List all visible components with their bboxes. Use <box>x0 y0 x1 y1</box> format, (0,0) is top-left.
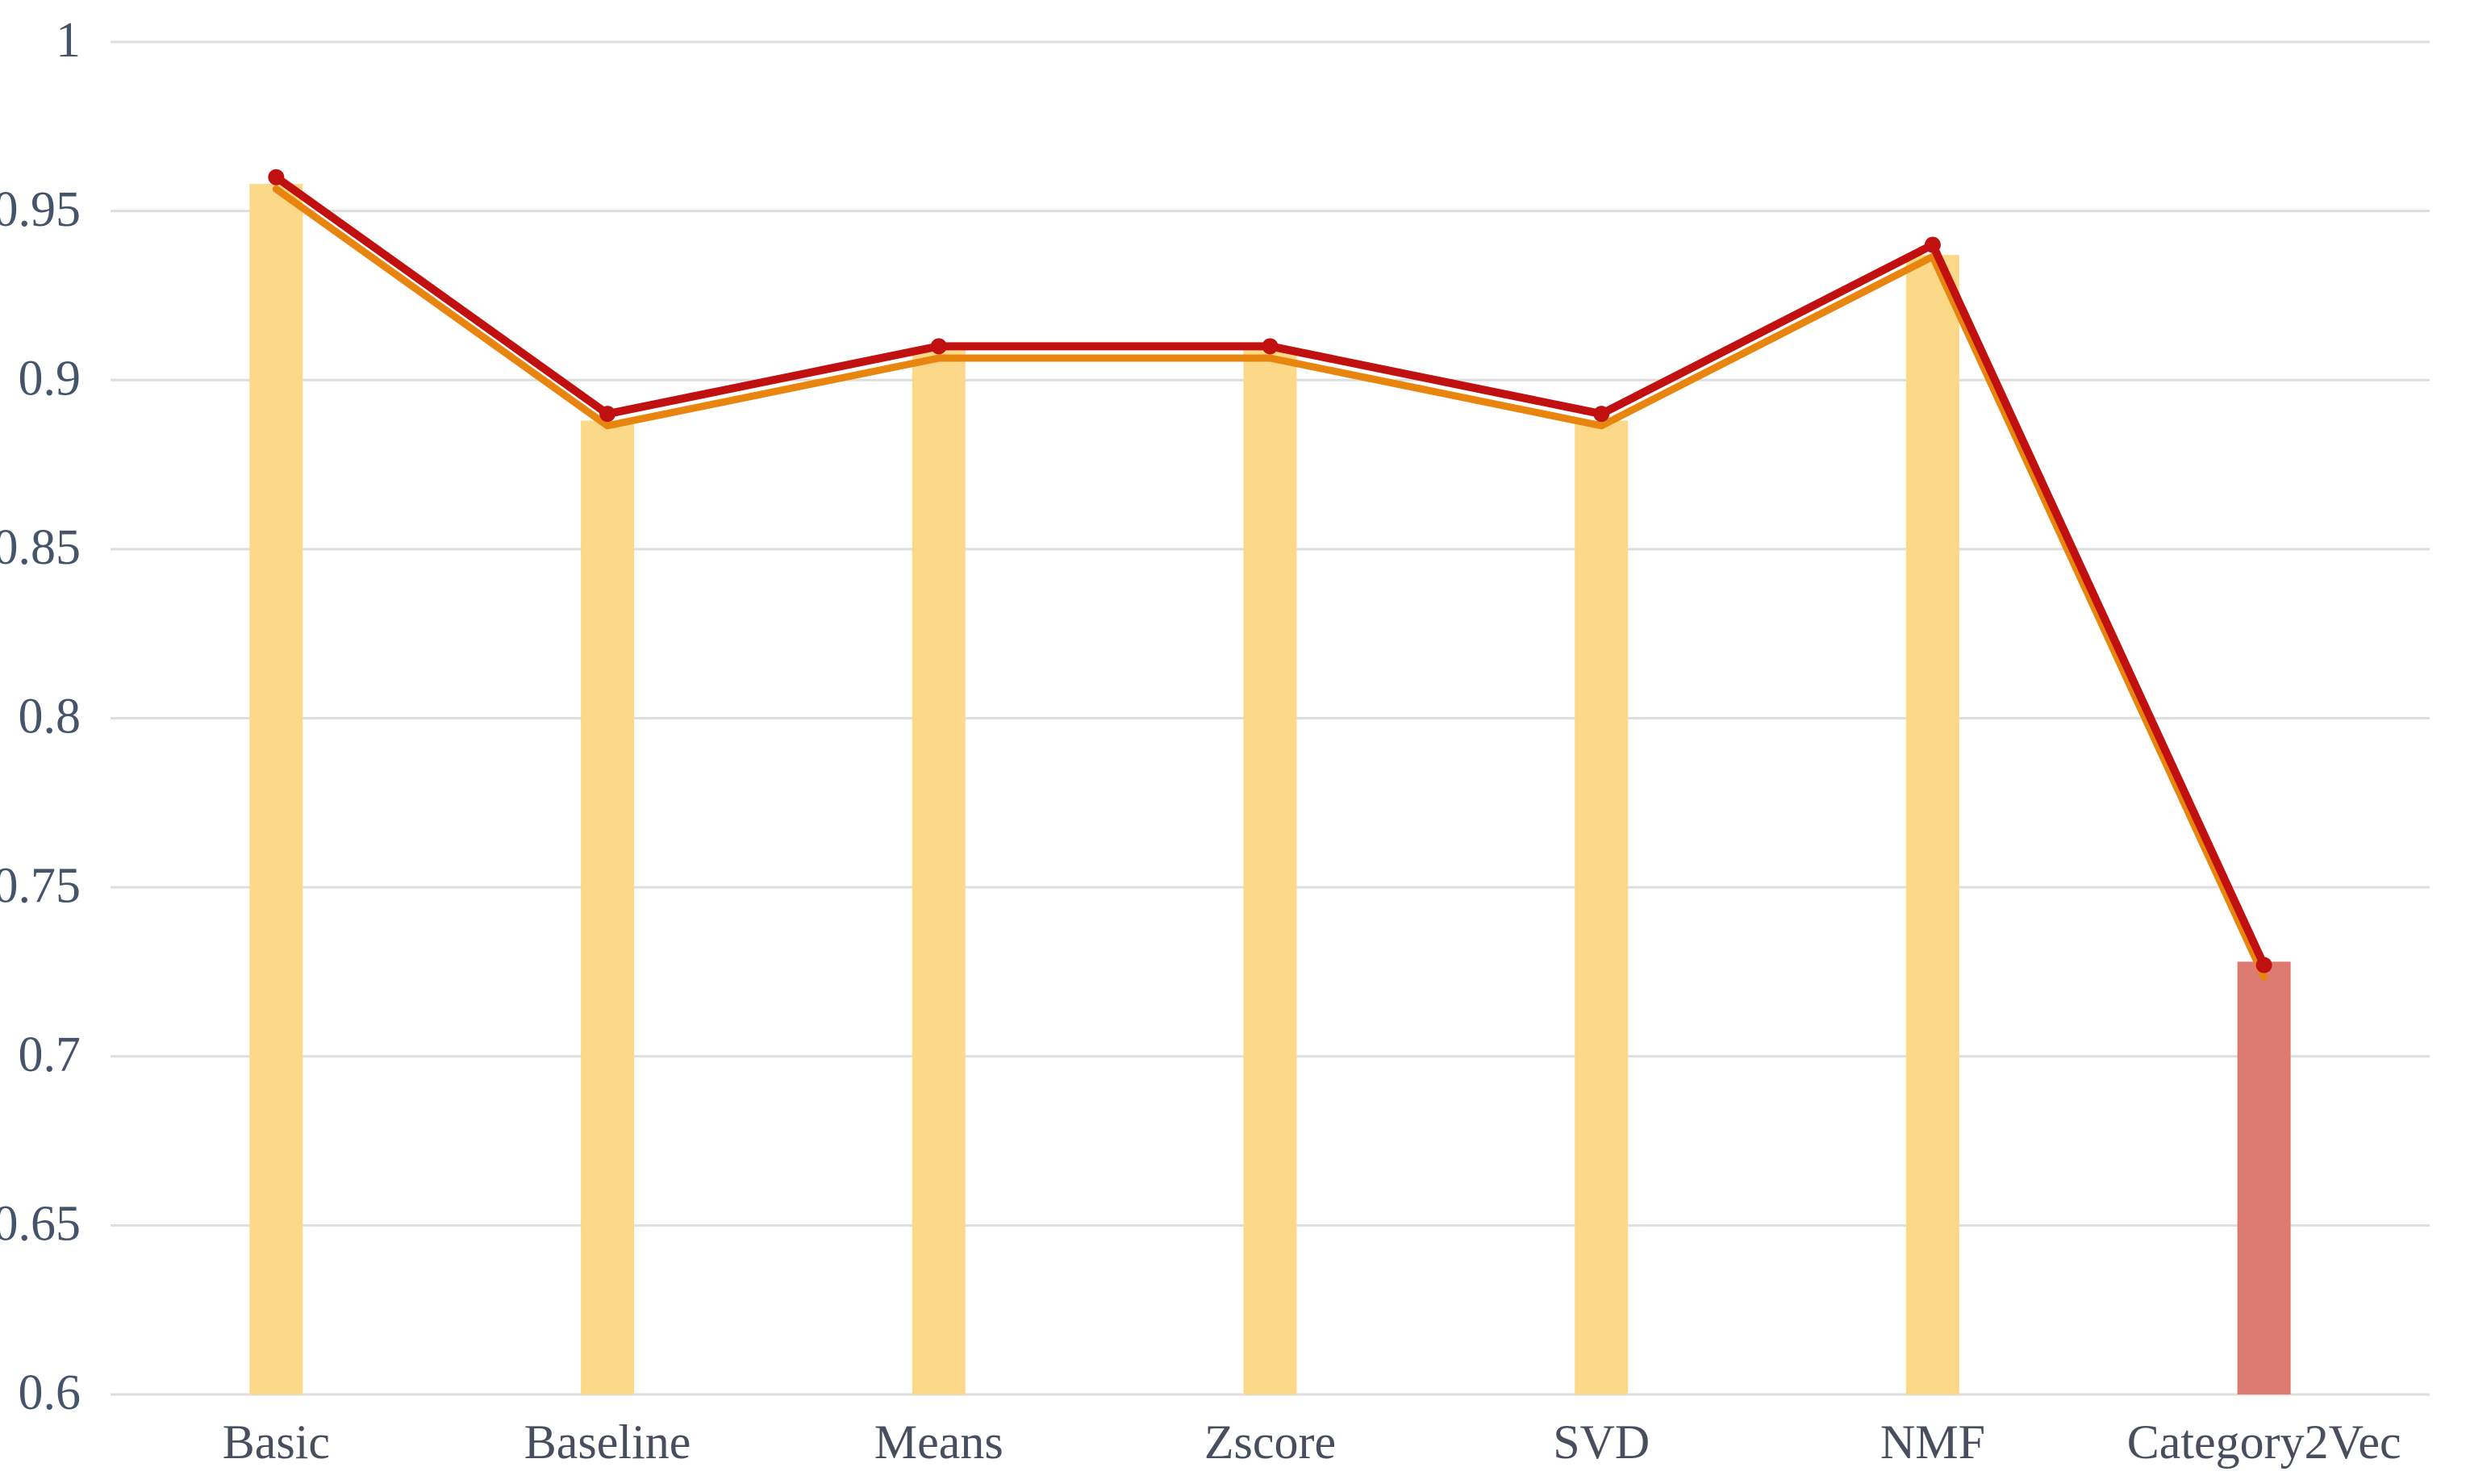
x-axis-category-label: Baseline <box>524 1415 691 1469</box>
y-axis-tick-label: 1 <box>56 13 81 68</box>
bar-zscore <box>1243 349 1297 1395</box>
y-axis-tick-label: 0.85 <box>0 520 81 575</box>
data-point-marker-basic <box>268 169 285 186</box>
y-axis-tick-label: 0.8 <box>19 690 81 744</box>
data-point-marker-zscore <box>1262 338 1279 355</box>
data-point-marker-baseline <box>599 406 616 423</box>
y-axis-tick-label: 0.65 <box>0 1197 81 1252</box>
bar-means <box>912 349 966 1395</box>
bar-category2vec <box>2237 961 2291 1394</box>
data-point-marker-means <box>930 338 947 355</box>
y-axis-tick-label: 0.7 <box>19 1028 81 1082</box>
x-axis-category-label: NMF <box>1880 1415 1985 1469</box>
data-point-marker-category2vec <box>2255 957 2272 973</box>
data-point-marker-nmf <box>1924 236 1941 253</box>
x-axis-category-label: Category2Vec <box>2127 1415 2401 1469</box>
x-axis-category-label: Means <box>874 1415 1003 1469</box>
bar-basic <box>249 184 303 1395</box>
y-axis-tick-label: 0.9 <box>19 351 81 406</box>
bar-svd <box>1575 420 1629 1394</box>
y-axis-tick-label: 0.6 <box>19 1365 81 1420</box>
y-axis-tick-label: 0.75 <box>0 858 81 913</box>
x-axis-category-label: SVD <box>1553 1415 1650 1469</box>
x-axis-category-label: Zscore <box>1204 1415 1336 1469</box>
bar-nmf <box>1905 255 1959 1395</box>
y-axis-tick-label: 0.95 <box>0 182 81 237</box>
accent-underline <box>272 185 2268 981</box>
bar-baseline <box>581 420 635 1394</box>
data-point-marker-svd <box>1593 406 1610 423</box>
x-axis-category-label: Basic <box>223 1415 330 1469</box>
